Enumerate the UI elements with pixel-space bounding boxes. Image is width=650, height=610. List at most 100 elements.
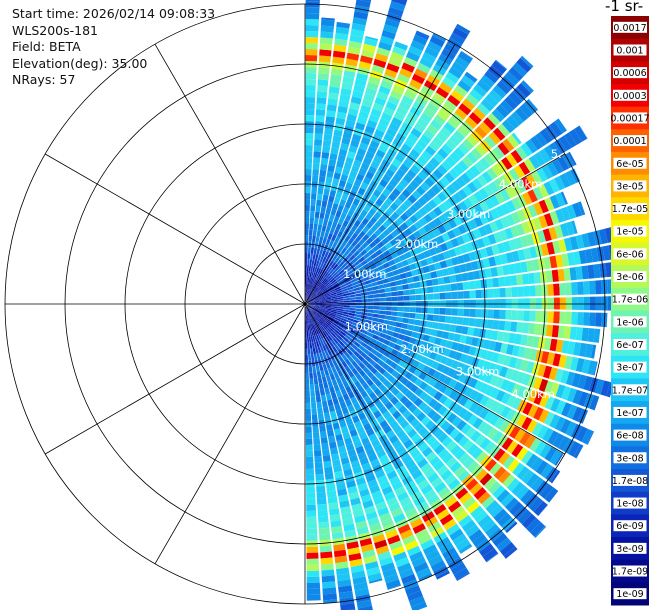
beta-gate-cell bbox=[386, 366, 395, 375]
beta-gate-cell bbox=[520, 359, 529, 372]
beta-gate-cell bbox=[437, 148, 449, 160]
beta-gate-cell bbox=[517, 509, 532, 525]
beta-gate-cell bbox=[305, 85, 316, 92]
beta-gate-cell bbox=[369, 383, 378, 392]
beta-gate-cell bbox=[468, 280, 476, 290]
beta-gate-cell bbox=[305, 306, 307, 313]
beta-gate-cell bbox=[563, 326, 572, 340]
beta-gate-cell bbox=[331, 345, 338, 353]
beta-gate-cell bbox=[558, 354, 567, 368]
beta-gate-cell bbox=[441, 48, 456, 61]
beta-gate-cell bbox=[332, 320, 339, 326]
beta-gate-cell bbox=[340, 174, 349, 182]
beta-gate-cell bbox=[449, 528, 464, 541]
beta-gate-cell bbox=[313, 301, 320, 304]
beta-gate-cell bbox=[335, 313, 343, 318]
beta-gate-cell bbox=[565, 282, 572, 296]
beta-gate-cell bbox=[498, 276, 506, 287]
beta-gate-cell bbox=[484, 210, 495, 223]
beta-gate-cell bbox=[310, 323, 314, 330]
beta-gate-cell bbox=[401, 188, 412, 199]
beta-gate-cell bbox=[368, 433, 378, 442]
beta-gate-cell bbox=[412, 275, 420, 283]
beta-gate-cell bbox=[386, 415, 396, 425]
beta-gate-cell bbox=[561, 253, 570, 267]
beta-gate-cell bbox=[393, 513, 406, 524]
beta-gate-cell bbox=[335, 433, 344, 442]
beta-gate-cell bbox=[394, 234, 403, 243]
beta-gate-cell bbox=[554, 118, 567, 134]
beta-gate-cell bbox=[416, 236, 426, 246]
beta-gate-cell bbox=[530, 521, 546, 537]
beta-gate-cell bbox=[412, 325, 420, 333]
beta-gate-cell bbox=[523, 158, 536, 173]
beta-gate-cell bbox=[399, 419, 410, 429]
beta-gate-cell bbox=[465, 335, 473, 345]
beta-gate-cell bbox=[321, 263, 327, 270]
beta-gate-cell bbox=[449, 324, 457, 333]
beta-gate-cell bbox=[368, 114, 380, 123]
beta-gate-cell bbox=[318, 383, 324, 390]
beta-gate-cell bbox=[491, 108, 505, 122]
beta-gate-cell bbox=[533, 377, 543, 390]
beta-gate-cell bbox=[309, 211, 315, 218]
beta-gate-cell bbox=[382, 339, 391, 346]
beta-gate-cell bbox=[577, 281, 584, 295]
beta-gate-cell bbox=[530, 476, 544, 492]
beta-gate-cell bbox=[399, 272, 407, 280]
start-time-label: Start time: 2026/02/14 09:08:33 bbox=[12, 6, 216, 21]
beta-gate-cell bbox=[363, 395, 372, 404]
beta-gate-cell bbox=[312, 286, 317, 292]
beta-gate-cell bbox=[448, 500, 462, 513]
beta-gate-cell bbox=[453, 404, 464, 416]
beta-gate-cell bbox=[461, 50, 473, 59]
beta-gate-cell bbox=[332, 241, 338, 249]
beta-gate-cell bbox=[441, 160, 453, 172]
beta-gate-cell bbox=[343, 300, 350, 303]
beta-gate-cell bbox=[306, 306, 311, 312]
beta-gate-cell bbox=[432, 195, 443, 206]
beta-gate-cell bbox=[351, 375, 358, 383]
beta-gate-cell bbox=[431, 412, 442, 424]
beta-gate-cell bbox=[478, 370, 488, 382]
beta-gate-cell bbox=[440, 469, 453, 481]
beta-gate-cell bbox=[326, 318, 333, 324]
beta-gate-cell bbox=[306, 546, 319, 553]
beta-gate-cell bbox=[445, 155, 457, 167]
beta-gate-cell bbox=[309, 283, 312, 290]
beta-gate-cell bbox=[477, 514, 492, 528]
beta-gate-cell bbox=[354, 380, 362, 389]
beta-gate-cell bbox=[368, 274, 376, 280]
beta-gate-cell bbox=[395, 216, 405, 226]
beta-gate-cell bbox=[398, 405, 408, 415]
beta-gate-cell bbox=[390, 286, 398, 292]
beta-gate-cell bbox=[376, 322, 384, 328]
beta-gate-cell bbox=[402, 534, 416, 546]
beta-gate-cell bbox=[411, 331, 419, 339]
beta-gate-cell bbox=[483, 223, 493, 235]
beta-gate-cell bbox=[423, 544, 438, 556]
colorbar-tick-label: 3e-08 bbox=[616, 453, 643, 464]
beta-gate-cell bbox=[406, 545, 421, 557]
beta-gate-cell bbox=[401, 454, 413, 465]
beta-gate-cell bbox=[387, 374, 396, 383]
beta-gate-cell bbox=[476, 174, 488, 187]
beta-gate-cell bbox=[523, 347, 532, 360]
beta-gate-cell bbox=[373, 297, 380, 302]
beta-gate-cell bbox=[306, 312, 309, 319]
beta-gate-cell bbox=[415, 95, 428, 107]
beta-gate-cell bbox=[488, 481, 502, 495]
beta-gate-cell bbox=[396, 285, 403, 291]
beta-gate-cell bbox=[305, 384, 310, 391]
beta-gate-cell bbox=[362, 374, 370, 382]
beta-gate-cell bbox=[511, 443, 524, 458]
beta-gate-cell bbox=[331, 309, 338, 312]
beta-gate-cell bbox=[374, 539, 388, 549]
colorbar-tick-label: 1e-07 bbox=[616, 408, 643, 419]
beta-gate-cell bbox=[472, 107, 486, 121]
beta-gate-cell bbox=[388, 276, 396, 283]
beta-gate-cell bbox=[305, 205, 310, 212]
beta-gate-cell bbox=[395, 415, 406, 425]
beta-gate-cell bbox=[574, 125, 588, 142]
beta-gate-cell bbox=[391, 116, 403, 127]
